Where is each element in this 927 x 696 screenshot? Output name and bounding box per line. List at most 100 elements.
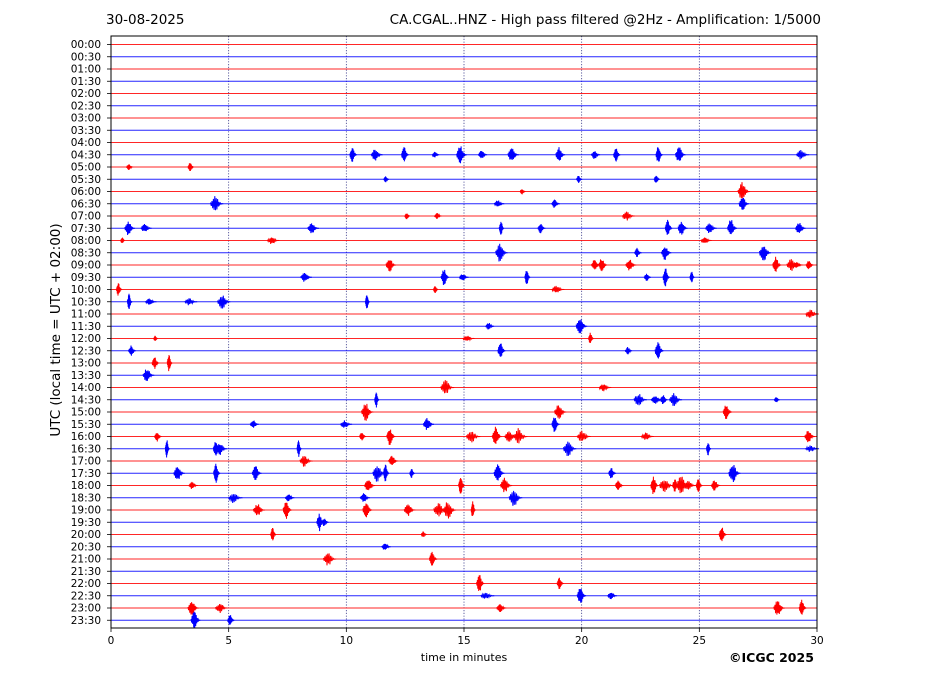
y-axis-label: UTC (local time = UTC + 02:00)	[48, 223, 64, 437]
seismic-event	[187, 602, 199, 615]
seismic-event	[497, 343, 506, 357]
seismic-event	[805, 261, 814, 270]
seismic-event	[650, 476, 659, 495]
row-tick-label: 03:30	[71, 125, 101, 137]
seismic-event	[190, 611, 201, 629]
seismic-event	[349, 148, 358, 162]
row-tick-label: 06:00	[71, 186, 101, 198]
seismic-event	[519, 189, 526, 195]
seismic-event	[551, 417, 560, 432]
seismic-event	[507, 148, 519, 160]
date-label: 30-08-2025	[106, 12, 185, 28]
seismic-event	[385, 260, 397, 272]
seismic-event	[640, 432, 654, 440]
row-tick-label: 02:00	[71, 88, 101, 100]
row-tick-label: 05:00	[71, 162, 101, 174]
row-tick-label: 04:00	[71, 137, 101, 149]
seismic-event	[115, 283, 123, 296]
seismic-event	[440, 269, 450, 286]
seismic-event	[409, 469, 415, 478]
row-tick-label: 11:30	[71, 321, 101, 333]
seismic-event	[524, 270, 531, 284]
seismic-event	[718, 527, 727, 542]
row-tick-label: 05:30	[71, 174, 101, 186]
seismic-event	[383, 464, 390, 482]
row-tick-label: 21:00	[71, 554, 101, 566]
seismic-event	[575, 319, 588, 334]
row-tick-label: 11:00	[71, 309, 101, 321]
seismic-event	[706, 443, 712, 456]
seismic-event	[251, 466, 262, 480]
seismic-event	[307, 223, 319, 234]
chart-title: CA.CGAL..HNZ - High pass filtered @2Hz -…	[389, 12, 821, 28]
row-tick-label: 13:30	[71, 370, 101, 382]
seismic-event	[759, 246, 771, 261]
seismic-event	[493, 464, 505, 481]
x-tick-label: 10	[340, 635, 353, 647]
row-tick-label: 00:00	[71, 39, 101, 51]
x-tick-label: 30	[810, 635, 823, 647]
seismic-event	[364, 480, 376, 491]
row-tick-label: 03:00	[71, 113, 101, 125]
seismic-event	[300, 273, 312, 282]
x-tick-label: 15	[457, 635, 470, 647]
seismic-event	[773, 601, 785, 615]
seismic-event	[282, 502, 292, 519]
seismic-event	[796, 149, 810, 160]
row-tick-label: 07:30	[71, 223, 101, 235]
seismic-event	[128, 345, 136, 356]
x-tick-label: 0	[108, 635, 115, 647]
x-tick-label: 20	[575, 635, 588, 647]
seismic-event	[456, 146, 467, 164]
row-tick-label: 23:00	[71, 603, 101, 615]
seismic-event	[793, 262, 803, 268]
seismic-event	[443, 502, 457, 519]
seismic-event	[804, 431, 816, 443]
seismic-event	[614, 480, 624, 490]
seismic-event	[683, 480, 697, 490]
row-tick-label: 19:00	[71, 505, 101, 517]
seismic-event	[608, 468, 617, 479]
seismic-event	[458, 274, 469, 281]
seismic-event	[705, 223, 717, 234]
seismic-event	[217, 295, 231, 309]
seismic-event	[634, 247, 642, 257]
seismic-event	[555, 147, 566, 161]
seismic-event	[689, 271, 695, 283]
plot-frame	[110, 35, 818, 629]
seismic-event	[551, 285, 565, 293]
seismic-event	[252, 504, 266, 516]
x-tick-label: 5	[225, 635, 232, 647]
seismic-event	[249, 420, 259, 428]
seismic-event	[551, 199, 560, 208]
seismic-event	[491, 426, 502, 444]
seismic-event	[362, 503, 373, 518]
seismic-event	[422, 417, 435, 430]
row-tick-label: 23:30	[71, 615, 101, 627]
seismic-event	[428, 551, 438, 566]
seismic-event	[537, 224, 546, 234]
seismic-event	[480, 592, 495, 599]
row-tick-label: 21:30	[71, 566, 101, 578]
row-tick-label: 01:00	[71, 64, 101, 76]
seismic-event	[772, 256, 782, 272]
seismic-event	[607, 592, 617, 600]
seismic-event	[621, 211, 635, 221]
seismic-event	[677, 221, 688, 235]
row-tick-label: 16:00	[71, 431, 101, 443]
seismic-event	[588, 332, 594, 343]
seismic-event	[154, 433, 162, 442]
seismic-event	[126, 164, 134, 170]
seismic-event	[431, 151, 440, 158]
row-tick-label: 07:00	[71, 211, 101, 223]
seismic-event	[213, 463, 221, 483]
seismic-event	[738, 197, 750, 210]
row-tick-label: 15:00	[71, 407, 101, 419]
seismic-event	[173, 467, 185, 479]
seismic-event	[798, 599, 807, 615]
seismic-event	[361, 403, 374, 421]
seismic-event	[655, 147, 663, 162]
seismic-event	[653, 175, 660, 183]
seismic-event	[624, 346, 633, 355]
row-tick-label: 17:00	[71, 456, 101, 468]
